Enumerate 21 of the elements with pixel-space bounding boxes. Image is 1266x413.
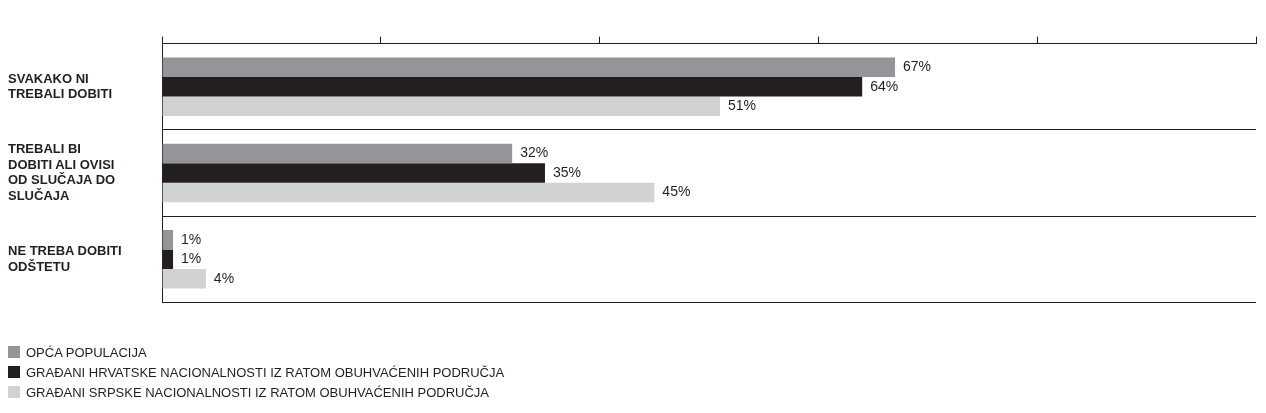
y-tick-label: TREBALI BI DOBITI ALI OVISI OD SLUČAJA DO SLUČAJA xyxy=(8,141,116,203)
data-label: 4% xyxy=(213,269,235,286)
data-label: 45% xyxy=(662,183,691,200)
legend-label: OPĆA POPULACIJA xyxy=(26,344,147,360)
data-label: 1% xyxy=(181,230,202,247)
data-label: 51% xyxy=(727,97,757,114)
bar xyxy=(162,182,655,203)
bar xyxy=(162,269,206,289)
bar xyxy=(162,143,513,164)
data-label: 64% xyxy=(870,77,899,94)
legend-label: GRAĐANI SRPSKE NACIONALNOSTI IZ RATOM OBUHVAĆENIH PODRUČJA xyxy=(26,384,490,400)
data-label: 1% xyxy=(181,250,202,267)
bar xyxy=(162,96,720,117)
bar xyxy=(162,57,896,77)
data-label: 67% xyxy=(903,58,932,75)
legend-label: GRAĐANI HRVATSKE NACIONALNOSTI IZ RATOM OBUHVAĆENIH PODRUČJA xyxy=(26,364,505,380)
bar xyxy=(162,229,174,250)
y-tick-label: SVAKAKO NI TREBALI DOBITI xyxy=(8,70,112,102)
data-label: 35% xyxy=(552,163,581,180)
data-label: 32% xyxy=(520,144,549,161)
y-tick-label: NE TREBA DOBITI ODŠTETU xyxy=(8,243,122,274)
